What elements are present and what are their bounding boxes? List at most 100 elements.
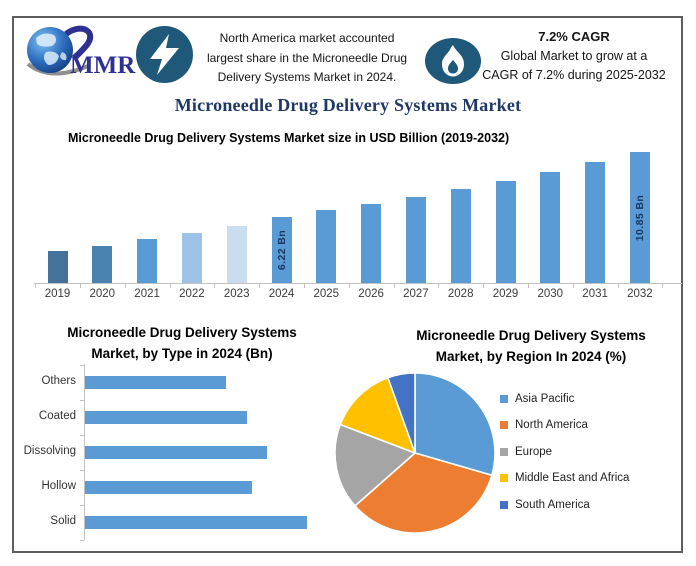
legend-item-middle-east-and-africa: Middle East and Africa xyxy=(500,470,629,487)
type-y-axis-tick xyxy=(80,539,84,541)
growth-x-axis-tick xyxy=(214,284,216,288)
growth-x-axis-tick xyxy=(617,284,619,288)
type-bar-dissolving xyxy=(85,445,267,459)
legend-item-europe: Europe xyxy=(500,443,629,460)
growth-x-tick-label: 2026 xyxy=(358,288,384,300)
type-category-label-coated: Coated xyxy=(38,410,76,422)
growth-bar-2030 xyxy=(540,172,561,283)
region-pie-legend: Asia Pacific North America Europe Middle Ea… xyxy=(500,390,629,523)
growth-chart-title: Microneedle Drug Delivery Systems Market… xyxy=(68,131,510,145)
type-bar-others xyxy=(85,375,226,389)
growth-x-axis-tick xyxy=(662,284,664,288)
page-title: Microneedle Drug Delivery Systems Market xyxy=(174,95,522,115)
cagr-line-1: Global Market to grow at a xyxy=(500,49,648,63)
growth-x-axis-tick xyxy=(393,284,395,288)
growth-bar-value-label: 6.22 Bn xyxy=(275,229,288,271)
growth-x-tick-label: 2023 xyxy=(223,288,250,300)
growth-x-axis-tick xyxy=(483,284,485,288)
legend-item-north-america: North America xyxy=(500,417,629,434)
type-y-axis-tick xyxy=(80,364,84,366)
north-america-note: North America market accounted largest s… xyxy=(196,29,418,88)
legend-item-asia-pacific: Asia Pacific xyxy=(500,390,629,407)
growth-x-tick-label: 2031 xyxy=(582,288,608,300)
growth-x-tick-label: 2028 xyxy=(447,288,474,300)
legend-item-south-america: South America xyxy=(500,496,629,513)
cagr-headline: 7.2% CAGR xyxy=(538,29,610,44)
growth-bar-2023 xyxy=(226,226,247,283)
region-chart-title-line-1: Microneedle Drug Delivery Systems xyxy=(416,328,646,343)
type-y-axis-tick xyxy=(80,469,84,471)
growth-bar-2026 xyxy=(361,204,382,283)
type-category-label-hollow: Hollow xyxy=(41,480,76,492)
growth-x-axis-tick xyxy=(572,284,574,288)
growth-x-tick-label: 2032 xyxy=(627,288,653,300)
mmr-logo: MMR xyxy=(24,22,138,80)
globe-icon: MMR xyxy=(26,25,136,79)
growth-x-axis-tick xyxy=(348,284,350,288)
cagr-callout: 7.2% CAGR Global Market to grow at a CAG… xyxy=(466,27,682,85)
type-category-label-solid: Solid xyxy=(50,515,76,527)
pie-slice-north-america xyxy=(354,452,493,534)
growth-x-axis-tick xyxy=(303,284,305,288)
growth-bar-2031 xyxy=(585,162,606,283)
logo-text: MMR xyxy=(70,52,136,79)
growth-x-axis-tick xyxy=(527,284,529,288)
growth-bar-value-label: 10.85 Bn xyxy=(633,194,646,241)
legend-label: South America xyxy=(515,498,590,511)
growth-x-axis-tick xyxy=(124,284,126,288)
growth-x-axis-tick xyxy=(35,284,37,288)
flame-icon xyxy=(425,38,481,84)
legend-label: North America xyxy=(515,419,588,431)
type-chart-title-line-2: Market, by Type in 2024 (Bn) xyxy=(91,346,273,361)
region-pie-chart xyxy=(334,372,496,534)
type-y-axis-tick xyxy=(80,504,84,506)
growth-bar-2020 xyxy=(92,246,113,283)
growth-bar-2032: 10.85 Bn xyxy=(629,152,650,283)
pie-slice-europe xyxy=(334,423,416,507)
legend-color-swatch xyxy=(500,394,508,403)
legend-color-swatch xyxy=(500,500,508,509)
region-chart-title: Microneedle Drug Delivery Systems Market… xyxy=(381,325,681,367)
growth-x-tick-label: 2021 xyxy=(134,288,160,300)
growth-bar-2024: 6.22 Bn xyxy=(271,217,292,283)
growth-chart-x-axis xyxy=(34,283,682,284)
type-bar-coated xyxy=(85,410,247,424)
growth-bar-2025 xyxy=(316,210,337,283)
growth-bar-chart: 6.22 Bn 10.85 Bn xyxy=(0,150,696,283)
note-line-1: North America market accounted xyxy=(219,31,395,45)
growth-bar-2028 xyxy=(450,189,471,283)
legend-color-swatch xyxy=(500,447,508,456)
type-y-axis-tick xyxy=(80,399,84,401)
pie-slice-south-america xyxy=(387,372,416,454)
growth-x-tick-label: 2030 xyxy=(537,288,564,300)
growth-bar-2027 xyxy=(405,197,426,283)
legend-label: Europe xyxy=(515,445,553,458)
legend-color-swatch xyxy=(500,474,508,482)
region-chart-title-line-2: Market, by Region In 2024 (%) xyxy=(435,349,627,364)
growth-x-axis-tick xyxy=(259,284,261,288)
note-line-2: largest share in the Microneedle Drug xyxy=(206,50,408,65)
growth-bar-2029 xyxy=(495,181,516,283)
type-chart-title-line-1: Microneedle Drug Delivery Systems xyxy=(67,325,297,340)
growth-bar-2022 xyxy=(181,233,202,283)
note-line-3: Delivery Systems Market in 2024. xyxy=(217,70,397,84)
legend-label: Asia Pacific xyxy=(515,392,575,405)
type-bar-hollow xyxy=(85,480,252,494)
pie-slice-asia-pacific xyxy=(414,372,496,477)
growth-x-tick-label: 2022 xyxy=(179,288,205,300)
growth-x-tick-label: 2019 xyxy=(44,288,71,300)
type-y-axis-tick xyxy=(80,434,84,436)
growth-x-axis-tick xyxy=(169,284,171,288)
growth-x-tick-label: 2025 xyxy=(313,288,340,300)
growth-bar-2021 xyxy=(137,239,158,283)
pie-slice-middle-east-and-africa xyxy=(339,376,416,454)
type-chart-title: Microneedle Drug Delivery Systems Market… xyxy=(32,322,332,364)
growth-x-tick-label: 2024 xyxy=(268,288,295,300)
type-bar-solid xyxy=(85,515,307,529)
type-chart-y-axis xyxy=(84,364,85,540)
type-category-label-dissolving: Dissolving xyxy=(23,445,76,457)
growth-x-tick-label: 2027 xyxy=(403,288,429,300)
lightning-icon xyxy=(136,26,193,83)
type-category-label-others: Others xyxy=(41,375,76,387)
